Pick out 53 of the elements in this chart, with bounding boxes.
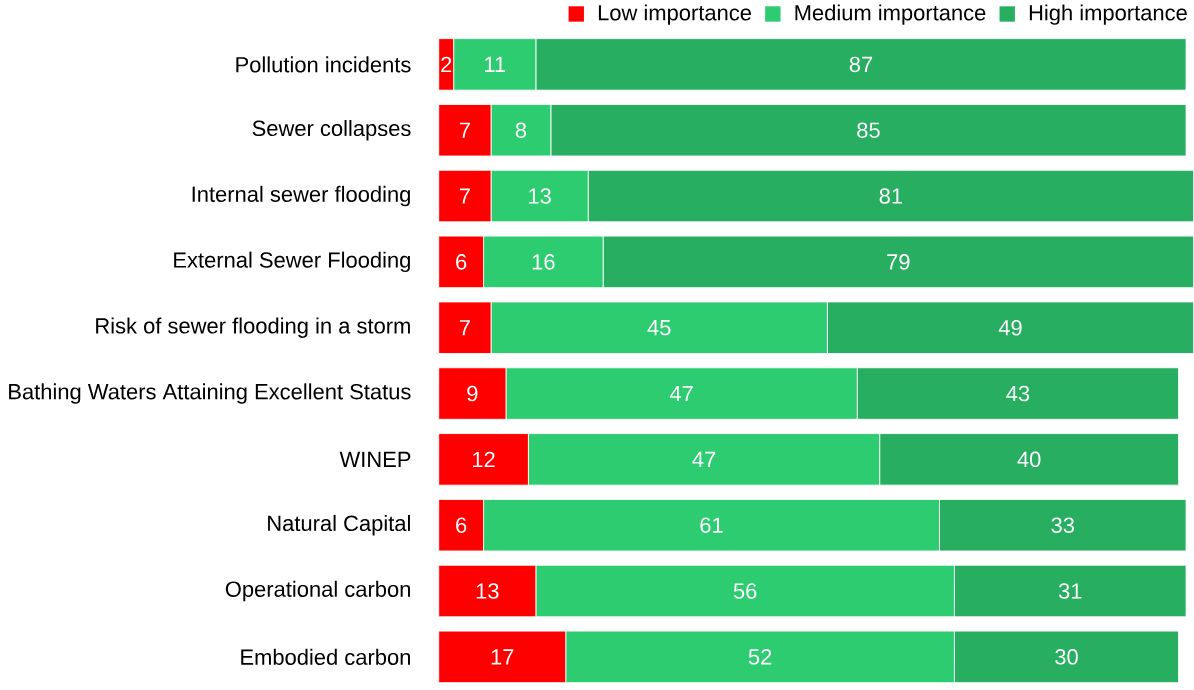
data-label: 13 [529, 188, 551, 204]
data-label: 11 [485, 56, 506, 73]
y-tick-label: External Sewer Flooding [174, 251, 410, 273]
data-label: 81 [879, 188, 902, 204]
legend-label: Low importance [598, 4, 751, 25]
y-tick-label: WINEP [339, 451, 411, 468]
y-tick-label: Operational carbon [225, 580, 410, 602]
y-tick-label: Risk of sewer flooding in a storm [96, 317, 410, 339]
data-label: 8 [515, 122, 527, 139]
bar [939, 499, 1187, 552]
y-tick-label: Sewer collapses [252, 120, 411, 141]
y-tick-label: Bathing Waters Attaining Excellent Status [9, 383, 411, 404]
data-label: 7 [459, 320, 470, 336]
y-tick-label: Internal sewer flooding [192, 185, 410, 207]
data-label: 31 [1058, 583, 1082, 599]
data-label: 61 [700, 517, 723, 534]
data-label: 12 [473, 451, 495, 468]
data-label: 43 [1006, 385, 1030, 402]
legend-label: Medium importance [795, 4, 986, 25]
bar [550, 104, 1187, 157]
data-label: 40 [1017, 451, 1041, 468]
data-label: 16 [532, 254, 555, 270]
data-label: 87 [849, 56, 873, 73]
data-label: 7 [459, 122, 470, 138]
data-label: 30 [1055, 649, 1078, 665]
data-label: 2 [441, 56, 452, 73]
data-label: 6 [456, 517, 467, 534]
data-label: 52 [748, 649, 772, 665]
data-label: 56 [733, 583, 757, 599]
data-label: 45 [647, 320, 671, 336]
data-label: 49 [998, 320, 1022, 336]
legend-label: High importance [1029, 4, 1187, 25]
y-tick-label: Pollution incidents [236, 56, 411, 73]
bar [856, 367, 1180, 420]
data-label: 85 [857, 122, 880, 139]
y-tick-label: Embodied carbon [241, 648, 410, 666]
bar [879, 433, 1180, 486]
bar [953, 630, 1180, 684]
bar [535, 38, 1187, 91]
data-label: 79 [887, 254, 910, 270]
bar [826, 301, 1194, 355]
y-tick-label: Natural Capital [268, 515, 410, 536]
data-label: 47 [692, 451, 716, 468]
bar [587, 169, 1194, 223]
data-label: 7 [459, 188, 470, 204]
data-label: 17 [491, 649, 514, 665]
data-label: 9 [467, 385, 478, 402]
data-label: 33 [1051, 517, 1074, 534]
bar [953, 564, 1187, 618]
data-label: 6 [456, 254, 467, 270]
bar [602, 235, 1194, 289]
data-label: 47 [669, 386, 693, 402]
data-label: 13 [476, 583, 499, 599]
